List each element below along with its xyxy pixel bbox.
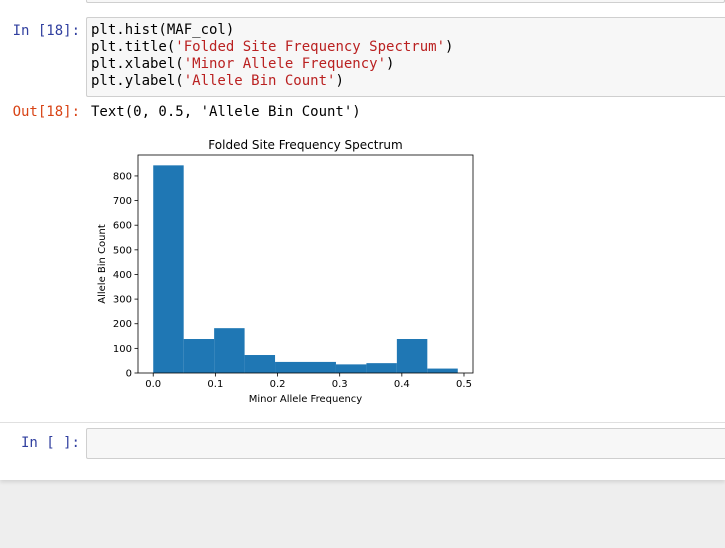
histogram-bar: [366, 363, 397, 373]
y-tick-label: 0: [126, 369, 132, 380]
y-tick-label: 800: [113, 171, 132, 182]
histogram-bar: [396, 339, 428, 373]
empty-cell-prompt: In [ ]:: [20, 435, 80, 451]
output-text: Text(0, 0.5, 'Allele Bin Count'): [91, 104, 361, 120]
code-input-area[interactable]: plt.hist(MAF_col) plt.title('Folded Site…: [86, 17, 725, 97]
histogram-bar: [275, 361, 306, 373]
y-axis-label: Allele Bin Count: [97, 224, 108, 304]
chart-title: Folded Site Frequency Spectrum: [208, 138, 402, 152]
histogram-bar: [214, 328, 245, 373]
y-tick-label: 600: [113, 221, 132, 232]
x-tick-label: 0.5: [456, 379, 472, 390]
x-tick-label: 0.0: [145, 379, 161, 390]
histogram-bar: [335, 364, 367, 373]
code-line: plt.title('Folded Site Frequency Spectru…: [91, 39, 453, 55]
y-tick-label: 500: [113, 245, 132, 256]
x-tick-label: 0.3: [332, 379, 348, 390]
code-editor[interactable]: plt.hist(MAF_col) plt.title('Folded Site…: [87, 18, 725, 90]
code-string: 'Folded Site Frequency Spectrum': [175, 39, 446, 55]
histogram-chart: 0.0 0.1 0.2 0.3 0.4 0.5 0 100 200 300 400 500 600 700…: [97, 138, 474, 405]
previous-cell-edge[interactable]: [86, 0, 725, 3]
code-line: plt.ylabel('Allele Bin Count'): [91, 73, 344, 89]
output-prompt: Out[18]:: [12, 104, 80, 120]
code-token: plt.title(: [91, 39, 176, 55]
code-line: plt.hist(MAF_col): [91, 22, 234, 38]
empty-cell-input[interactable]: [86, 428, 725, 459]
y-tick-label: 200: [113, 319, 132, 330]
histogram-bar: [427, 368, 458, 373]
input-prompt: In [18]:: [12, 23, 80, 39]
code-token: plt.hist(MAF_col): [91, 22, 235, 38]
axes-frame: [137, 154, 474, 374]
histogram-bar: [305, 361, 336, 373]
code-line: plt.xlabel('Minor Allele Frequency'): [91, 56, 394, 72]
x-tick-label: 0.4: [394, 379, 410, 390]
code-string: 'Minor Allele Frequency': [183, 56, 387, 72]
y-tick-label: 300: [113, 295, 132, 306]
histogram-bar: [244, 355, 276, 373]
y-tick-label: 700: [113, 196, 132, 207]
code-token: ): [445, 39, 454, 55]
x-tick-label: 0.2: [270, 379, 286, 390]
cell-divider: [0, 422, 725, 423]
code-token: ): [386, 56, 395, 72]
histogram-bar: [153, 165, 184, 373]
x-axis-label: Minor Allele Frequency: [249, 394, 363, 405]
notebook: In [18]: plt.hist(MAF_col) plt.title('Fo…: [0, 0, 725, 480]
code-token: plt.ylabel(: [91, 73, 184, 89]
code-token: ): [335, 73, 344, 89]
code-string: 'Allele Bin Count': [183, 73, 336, 89]
y-tick-label: 100: [113, 344, 132, 355]
code-token: plt.xlabel(: [91, 56, 184, 72]
y-tick-label: 400: [113, 270, 132, 281]
x-tick-label: 0.1: [207, 379, 223, 390]
histogram-bar: [183, 339, 215, 373]
